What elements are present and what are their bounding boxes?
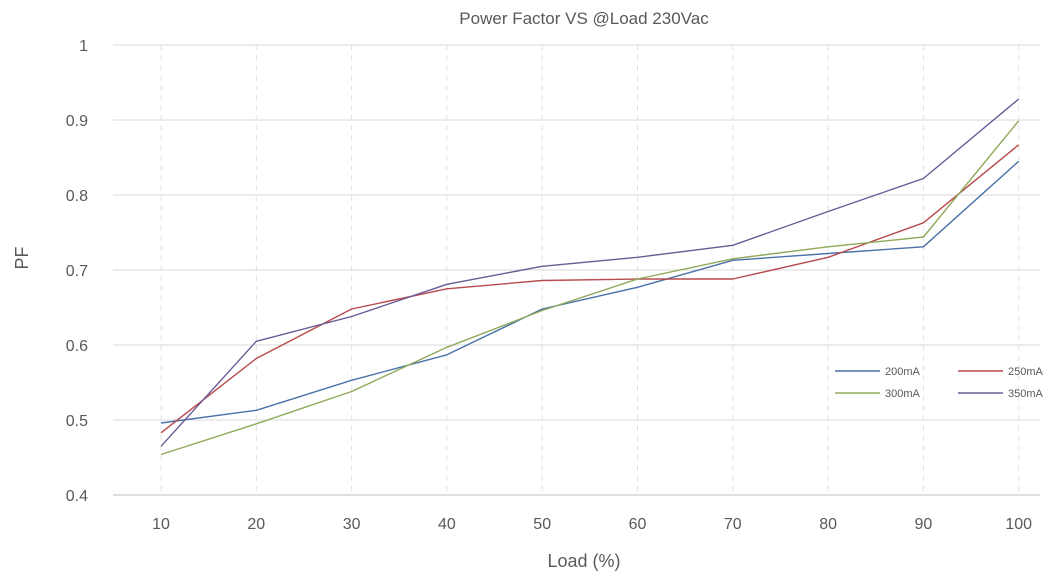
y-tick-label: 0.4 <box>66 488 88 505</box>
legend-label: 250mA <box>1008 366 1044 378</box>
x-tick-label: 10 <box>152 516 170 533</box>
series-line-200ma <box>160 160 1020 424</box>
legend-item-200ma: 200mA <box>835 366 921 378</box>
y-tick-label: 0.7 <box>66 263 88 280</box>
grid-layer <box>113 44 1040 496</box>
legend-item-300ma: 300mA <box>835 388 921 400</box>
legend-item-350ma: 350mA <box>958 388 1044 400</box>
series-line-350ma <box>160 98 1020 447</box>
x-tick-label: 100 <box>1005 516 1032 533</box>
y-tick-label: 1 <box>79 38 88 55</box>
legend-label: 300mA <box>885 388 921 400</box>
x-tick-label: 70 <box>724 516 742 533</box>
x-tick-label: 90 <box>915 516 933 533</box>
x-tick-label: 60 <box>629 516 647 533</box>
y-tick-label: 0.8 <box>66 188 88 205</box>
legend-label: 350mA <box>1008 388 1044 400</box>
x-tick-label: 20 <box>247 516 265 533</box>
x-tick-label: 50 <box>533 516 551 533</box>
chart-title: Power Factor VS @Load 230Vac <box>459 9 709 28</box>
legend-item-250ma: 250mA <box>958 366 1044 378</box>
y-tick-label: 0.5 <box>66 413 88 430</box>
x-tick-labels: 10 20 30 40 50 60 70 80 90 100 <box>152 516 1032 533</box>
x-tick-label: 30 <box>343 516 361 533</box>
legend-label: 200mA <box>885 366 921 378</box>
x-axis-title: Load (%) <box>547 551 620 571</box>
legend: 200mA 250mA 300mA 350mA <box>835 366 1044 400</box>
series-line-300ma <box>160 120 1020 456</box>
series-line-250ma <box>160 144 1020 434</box>
x-tick-label: 40 <box>438 516 456 533</box>
y-tick-label: 0.6 <box>66 338 88 355</box>
x-tick-label: 80 <box>819 516 837 533</box>
y-axis-title: PF <box>12 246 32 269</box>
y-tick-labels: 0.4 0.5 0.6 0.7 0.8 0.9 1 <box>66 38 88 505</box>
y-tick-label: 0.9 <box>66 113 88 130</box>
series-layer <box>160 98 1020 456</box>
